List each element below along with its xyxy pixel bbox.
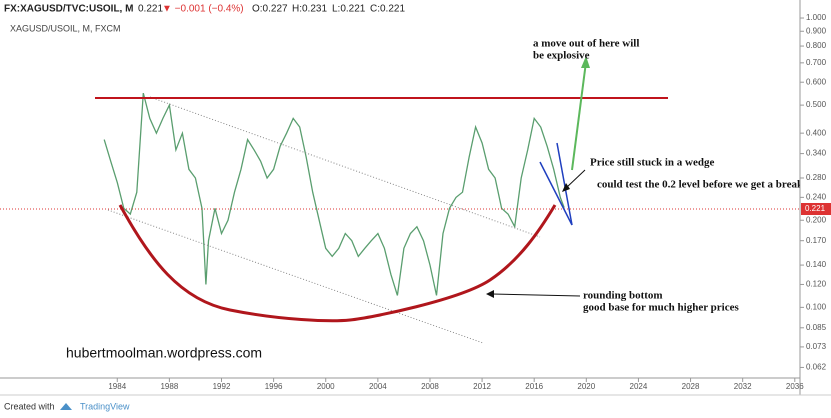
y-tick-label: 0.500 xyxy=(806,100,827,109)
subtitle: XAGUSD/USOIL, M, FXCM xyxy=(10,23,121,33)
y-tick-label: 0.120 xyxy=(806,280,827,289)
close: C:0.221 xyxy=(370,4,405,15)
pointer-arrow xyxy=(565,169,586,189)
y-tick-label: 1.000 xyxy=(806,13,827,22)
y-tick-label: 0.400 xyxy=(806,128,827,137)
y-tick-label: 0.085 xyxy=(806,323,827,332)
y-tick-label: 0.280 xyxy=(806,173,827,182)
wedge-line xyxy=(556,142,573,226)
wedge-line xyxy=(539,161,573,226)
pointer-arrow xyxy=(491,293,581,297)
y-tick-label: 0.900 xyxy=(806,26,827,35)
arrow-head xyxy=(562,183,570,192)
x-tick-label: 2028 xyxy=(682,382,700,391)
channel-lower xyxy=(107,209,484,344)
annotation: Price still stuck in a wedge xyxy=(590,157,714,169)
annotation: a move out of here will xyxy=(533,38,639,50)
price-line xyxy=(103,92,565,296)
footer-brand: TradingView xyxy=(80,401,130,411)
symbol: FX:XAGUSD/TVC:USOIL, M xyxy=(4,4,133,15)
y-tick-label: 0.200 xyxy=(806,215,827,224)
y-tick-label: 0.062 xyxy=(806,363,827,372)
y-tick-label: 0.700 xyxy=(806,58,827,67)
x-tick-label: 2016 xyxy=(525,382,543,391)
x-tick-label: 1984 xyxy=(108,382,126,391)
channel-upper xyxy=(149,96,541,238)
last-price-box xyxy=(801,203,831,215)
x-tick-label: 2008 xyxy=(421,382,439,391)
arrow-head xyxy=(486,290,494,298)
y-tick-label: 0.073 xyxy=(806,342,827,351)
high: H:0.231 xyxy=(292,4,327,15)
x-tick-label: 1992 xyxy=(213,382,231,391)
x-tick-label: 2012 xyxy=(473,382,491,391)
y-tick-label: 0.800 xyxy=(806,41,827,50)
x-tick-label: 1996 xyxy=(265,382,283,391)
low: L:0.221 xyxy=(332,4,366,15)
rounding-bottom-curve xyxy=(118,204,557,323)
watermark: hubertmoolman.wordpress.com xyxy=(66,345,262,361)
y-tick-label: 0.600 xyxy=(806,77,827,86)
y-tick-label: 0.240 xyxy=(806,192,827,201)
x-tick-label: 2000 xyxy=(317,382,335,391)
x-tick-label: 2032 xyxy=(734,382,752,391)
change: ▼ −0.001 (−0.4%) xyxy=(162,4,244,15)
footer-text: Created with xyxy=(4,401,55,411)
x-tick-label: 2020 xyxy=(577,382,595,391)
annotation: be explosive xyxy=(533,50,590,62)
x-tick-label: 2036 xyxy=(786,382,804,391)
annotation: could test the 0.2 level before we get a… xyxy=(597,179,819,191)
arrow-head xyxy=(581,56,590,68)
y-tick-label: 0.170 xyxy=(806,236,827,245)
annotation: good base for much higher prices xyxy=(583,302,739,314)
y-tick-label: 0.140 xyxy=(806,260,827,269)
x-tick-label: 2024 xyxy=(630,382,648,391)
y-tick-label: 0.340 xyxy=(806,149,827,158)
open: O:0.227 xyxy=(252,4,288,15)
x-tick-label: 2004 xyxy=(369,382,387,391)
last-price: 0.221 xyxy=(138,4,163,15)
x-tick-label: 1988 xyxy=(160,382,178,391)
last-price-label: 0.221 xyxy=(805,204,826,213)
logo xyxy=(60,403,72,410)
annotation: rounding bottom xyxy=(583,290,663,302)
y-tick-label: 0.100 xyxy=(806,302,827,311)
breakout-arrow xyxy=(571,61,587,171)
